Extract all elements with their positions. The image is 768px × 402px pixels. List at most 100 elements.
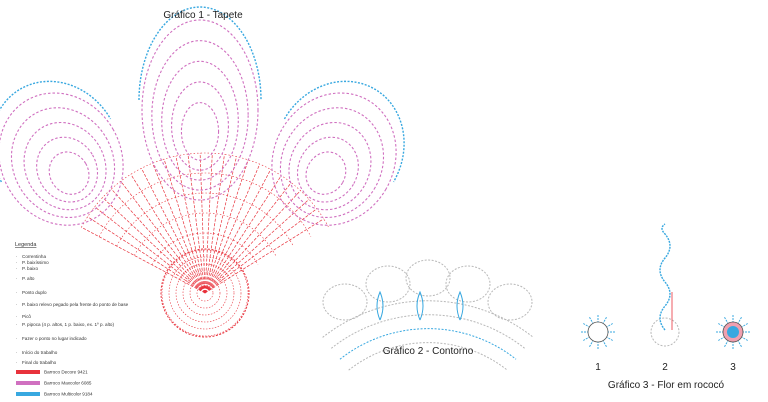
petal-row (151, 40, 249, 191)
contour-scallop (487, 283, 533, 321)
legend-item: Início do trabalho (22, 350, 58, 355)
diagram-art (0, 6, 751, 371)
petal-row (36, 136, 99, 203)
fan-ring (98, 172, 312, 237)
legend-item: Picô (22, 314, 31, 319)
fan-rib (111, 188, 206, 294)
legend-symbol: · (16, 276, 18, 281)
legend-item: Correntinha (22, 254, 46, 259)
fan-rib (204, 169, 272, 294)
legend-item: Ponto duplo (22, 290, 47, 295)
legend-symbol: · (16, 322, 18, 327)
legend-symbol: · (16, 302, 18, 307)
fan-rib (204, 218, 324, 294)
contour-scallop (405, 259, 451, 297)
petal-row (296, 136, 359, 203)
petal-edge (0, 80, 112, 183)
contour-arc (339, 328, 517, 360)
fan-ring (116, 192, 294, 247)
fan-rib (163, 159, 206, 294)
legend-item: P. alto (22, 276, 35, 281)
petal-edge (138, 6, 262, 101)
legend-item: Final do trabalho (22, 360, 57, 365)
legend-swatch (16, 392, 40, 396)
fan-rib (130, 174, 206, 294)
fan-ring (81, 152, 329, 228)
legend-symbol: · (16, 266, 18, 271)
contour-arc (348, 342, 508, 371)
legend-symbol: · (16, 314, 18, 319)
center-ring (168, 256, 242, 330)
fan-rib (102, 197, 206, 294)
fan-rib (175, 155, 206, 294)
chart2-title: Gráfico 2 - Contorno (383, 346, 474, 357)
step-label: 1 (595, 362, 601, 373)
flower-ring (727, 326, 739, 338)
legend-item: P. baixo relevo pegado pela frente do po… (22, 302, 129, 307)
fan-rib (81, 226, 206, 294)
petal (138, 6, 262, 201)
petal-row (271, 92, 397, 226)
fan-rib (199, 153, 206, 294)
legend-color: Barroco Multicolor 9184 (44, 392, 93, 397)
center-ring (196, 284, 214, 302)
fan-rib (204, 156, 237, 294)
legend-item: P. baixíssimo (22, 260, 49, 265)
center-circle (160, 248, 250, 338)
chart1-title: Gráfico 1 - Tapete (163, 10, 243, 21)
petal-row (305, 151, 347, 195)
fan-rib (152, 163, 206, 294)
fan-rib (120, 180, 206, 294)
petal-row (288, 121, 372, 211)
contour-scallop (365, 265, 411, 303)
petal-row (161, 60, 239, 181)
contour-blue-leaf (416, 290, 424, 321)
legend-item: Fazer o ponto no lugar indicado (22, 336, 87, 341)
fan-rib (187, 154, 206, 294)
center-ring (189, 277, 221, 309)
legend-symbol: · (16, 254, 18, 259)
legend-color: Barroco Maxcolor 6085 (44, 381, 92, 386)
legend-symbol: · (16, 350, 18, 355)
fan-rib (204, 159, 249, 294)
fan-rib (204, 175, 282, 294)
flower-ring (587, 321, 609, 343)
fan-rib (204, 154, 225, 294)
legend-item: P. pipoca (4 p. altos, 1 p. baixo, ex. 1… (22, 322, 114, 327)
fan-rib (94, 206, 206, 294)
petal (271, 80, 405, 226)
contour-blue-leaf (456, 290, 464, 321)
petal-row (171, 81, 229, 171)
petal-row (279, 107, 385, 219)
petal-row (23, 121, 107, 211)
fan-rib (141, 168, 206, 294)
flower-ring (650, 317, 680, 347)
legend-swatch (16, 381, 40, 385)
legend-item: P. baixo (22, 266, 38, 271)
legend-symbol: · (16, 290, 18, 295)
center-ring (182, 270, 228, 316)
petal-row (180, 102, 220, 161)
center-ring (175, 263, 235, 323)
petal-row (0, 92, 124, 226)
legend-symbol: · (16, 360, 18, 365)
legend-color: Barroco Decore 9421 (44, 370, 88, 375)
contour-arc (330, 314, 526, 349)
petal (0, 80, 124, 226)
fan-rib (204, 190, 301, 294)
contour-scallop (445, 265, 491, 303)
legend-symbol: · (16, 260, 18, 265)
contour-blue-leaf (376, 290, 384, 321)
legend-symbol: · (16, 336, 18, 341)
center-ring (161, 249, 249, 337)
petal-edge (283, 80, 405, 183)
fan-rib (204, 199, 310, 294)
step-label: 2 (662, 362, 668, 373)
fan-rib (204, 208, 318, 294)
legend-swatch (16, 370, 40, 374)
petal-row (141, 19, 259, 201)
contour-scallop (322, 283, 368, 321)
chart3-title: Gráfico 3 - Flor em rococó (608, 380, 725, 391)
petal-row (10, 107, 116, 219)
